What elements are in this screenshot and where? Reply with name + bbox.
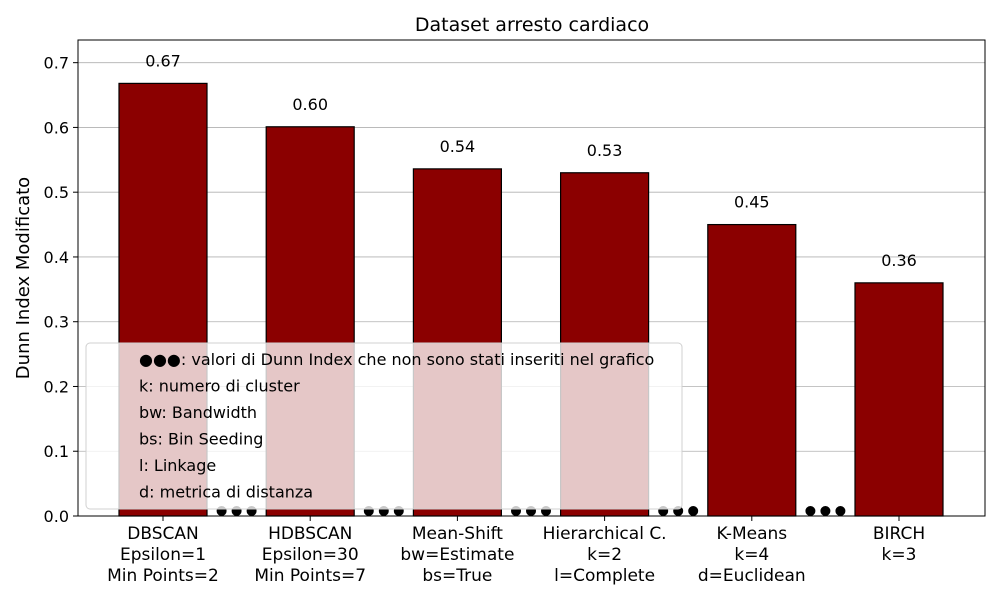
x-tick-label: Epsilon=1: [120, 545, 206, 565]
x-tick-label: BIRCH: [873, 524, 925, 544]
y-tick-label: 0.7: [44, 54, 69, 73]
bar: [707, 223, 797, 517]
legend-line: l: Linkage: [139, 456, 216, 475]
x-tick-label: Hierarchical C.: [543, 524, 667, 544]
value-label: 0.53: [587, 141, 623, 160]
value-label: 0.67: [145, 51, 181, 70]
x-tick-label: HDBSCAN: [268, 524, 352, 544]
legend-box: [85, 342, 683, 510]
bar: [854, 282, 944, 517]
value-labels: 0.67 0.60 0.54 0.53 0.45 0.36: [145, 51, 917, 269]
x-tick-label: Epsilon=30: [262, 545, 359, 565]
value-label: 0.60: [292, 95, 328, 114]
omitted-value-dot: [805, 506, 816, 516]
y-axis-label: Dunn Index Modificato: [13, 177, 34, 379]
x-tick-label: Min Points=7: [254, 566, 366, 586]
y-axis-ticks: 0.0 0.1 0.2 0.3 0.4 0.5 0.6 0.7: [44, 54, 78, 526]
legend-line: ●●●: valori di Dunn Index che non sono s…: [139, 350, 654, 369]
value-label: 0.45: [734, 193, 770, 212]
y-tick-label: 0.5: [44, 183, 69, 202]
x-tick-label: bs=True: [422, 566, 492, 586]
chart-title: Dataset arresto cardiaco: [415, 14, 649, 36]
x-tick-label: Min Points=2: [107, 566, 219, 586]
plot-frame: [77, 39, 986, 517]
y-tick-label: 0.2: [44, 377, 69, 396]
legend-line: bs: Bin Seeding: [139, 430, 263, 449]
omitted-value-dot: [688, 506, 699, 516]
omitted-value-dot: [835, 506, 846, 516]
legend-line: d: metrica di distanza: [139, 483, 313, 502]
legend-line: bw: Bandwidth: [139, 403, 257, 422]
x-tick-label: l=Complete: [554, 566, 655, 586]
y-tick-label: 0.1: [44, 442, 69, 461]
x-tick-label: DBSCAN: [127, 524, 198, 544]
x-tick-label: Mean-Shift: [412, 524, 503, 544]
x-tick-label: k=4: [734, 545, 769, 565]
legend: ●●●: valori di Dunn Index che non sono s…: [85, 342, 683, 510]
x-tick-label: k=2: [587, 545, 622, 565]
x-tick-label: bw=Estimate: [400, 545, 514, 565]
value-label: 0.54: [440, 137, 476, 156]
x-tick-label: d=Euclidean: [698, 566, 806, 586]
y-tick-label: 0.0: [44, 507, 69, 526]
value-label: 0.36: [881, 251, 917, 270]
y-tick-label: 0.3: [44, 313, 69, 332]
x-tick-label: K-Means: [716, 524, 787, 544]
y-tick-label: 0.6: [44, 118, 69, 137]
omitted-value-dot: [820, 506, 831, 516]
x-tick-label: k=3: [882, 545, 917, 565]
y-tick-label: 0.4: [44, 248, 69, 267]
legend-line: k: numero di cluster: [139, 377, 300, 396]
